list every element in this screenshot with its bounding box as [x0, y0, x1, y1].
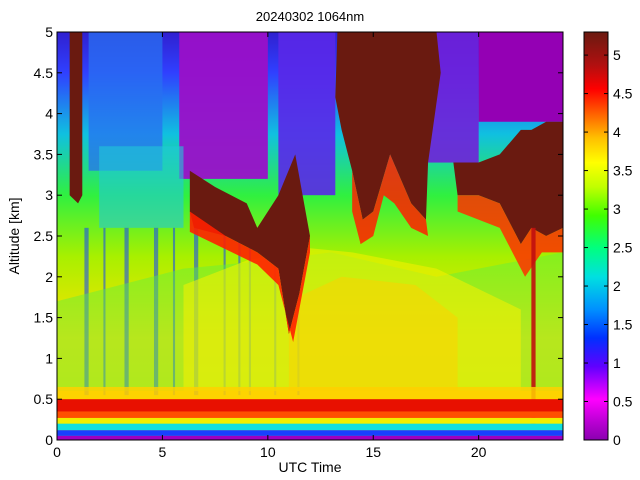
mid-layer-yellow: [288, 276, 458, 392]
boundary-layer-aerosol: [57, 411, 563, 418]
y-tick-label: 5: [45, 24, 53, 40]
colorbar-tick-label: 3: [613, 201, 621, 217]
cloud-layer: [189, 154, 310, 334]
x-tick-label: 20: [471, 444, 487, 460]
x-tick-label: 15: [365, 444, 381, 460]
colorbar-tick-label: 0: [613, 432, 621, 448]
colorbar-tick-label: 5: [613, 47, 621, 63]
boundary-layer-aerosol: [57, 399, 563, 414]
y-tick-label: 1: [45, 350, 53, 366]
y-tick-label: 1.5: [34, 310, 54, 326]
x-tick-label: 10: [260, 444, 276, 460]
colorbar-tick-label: 2: [613, 278, 621, 294]
near-surface-band: [57, 417, 563, 424]
colorbar-tick-label: 3.5: [613, 163, 633, 179]
upper-clear-region: [478, 32, 563, 122]
x-tick-label: 5: [159, 444, 167, 460]
y-axis-label: Altitude [km]: [6, 197, 22, 274]
upper-noise-region: [278, 32, 336, 196]
cloud-layer-edge: [352, 154, 429, 245]
precipitation-streak: [84, 227, 89, 396]
y-tick-label: 2: [45, 269, 53, 285]
y-tick-label: 2.5: [34, 228, 54, 244]
precipitation-streak: [103, 227, 106, 396]
y-tick-label: 0: [45, 432, 53, 448]
precipitation-shaft: [531, 227, 536, 424]
x-axis-label: UTC Time: [279, 459, 342, 475]
near-surface-band: [57, 423, 563, 431]
y-tick-label: 0.5: [34, 391, 54, 407]
colorbar-tick-label: 0.5: [613, 394, 633, 410]
colorbar-tick-label: 1.5: [613, 317, 633, 333]
surface-band: [57, 435, 563, 440]
y-tick-label: 4: [45, 106, 53, 122]
heatmap-image: [57, 32, 563, 440]
upper-noise-region: [179, 32, 268, 179]
x-tick-label: 0: [53, 444, 61, 460]
cloud-layer: [69, 32, 83, 204]
colorbar-tick-label: 1: [613, 355, 621, 371]
cloud-layer: [335, 32, 441, 220]
colorbar-tick-label: 2.5: [613, 240, 633, 256]
cloud-layer: [453, 121, 563, 245]
chart-title: 20240302 1064nm: [256, 9, 364, 24]
precipitation-streak: [124, 227, 129, 396]
y-tick-label: 3.5: [34, 146, 54, 162]
colorbar: [583, 31, 609, 441]
near-surface-band: [57, 430, 563, 436]
cloud-layer-edge: [457, 195, 563, 277]
colorbar-tick-label: 4.5: [613, 86, 633, 102]
colorbar-tick-label: 4: [613, 124, 621, 140]
y-tick-label: 3: [45, 187, 53, 203]
cyan-haze-region: [99, 146, 184, 228]
cloud-layer-edge: [189, 211, 310, 343]
precipitation-streak: [153, 227, 159, 396]
precipitation-streak: [172, 227, 176, 396]
y-tick-label: 4.5: [34, 65, 54, 81]
